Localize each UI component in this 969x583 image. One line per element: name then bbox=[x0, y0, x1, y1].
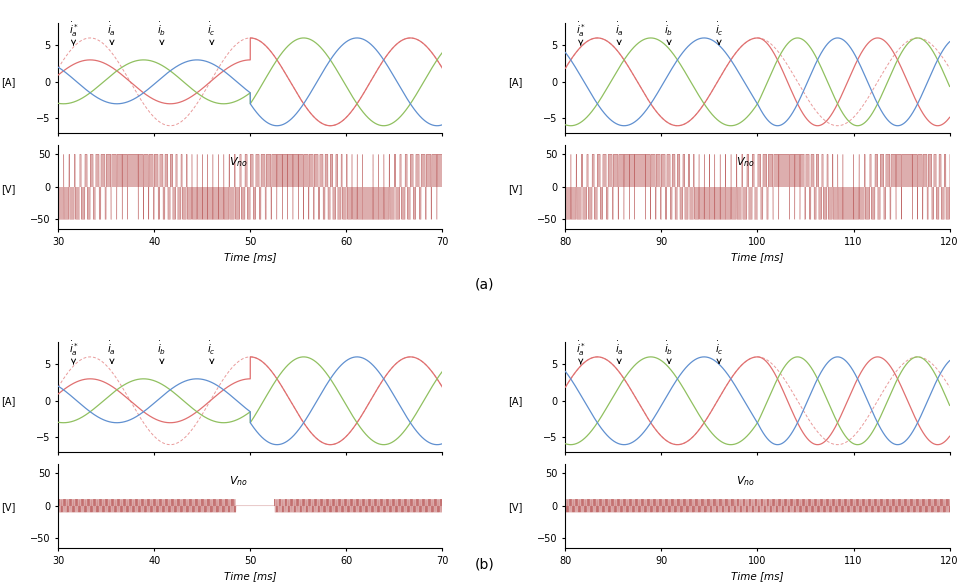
Text: $\mathit{\dot{i}_a^*}$: $\mathit{\dot{i}_a^*}$ bbox=[576, 340, 585, 364]
Y-axis label: [A]: [A] bbox=[508, 396, 522, 406]
Text: $\mathit{\dot{i}_b}$: $\mathit{\dot{i}_b}$ bbox=[665, 21, 673, 44]
Text: $\mathit{\dot{i}_c}$: $\mathit{\dot{i}_c}$ bbox=[714, 340, 724, 363]
Y-axis label: [V]: [V] bbox=[1, 503, 16, 512]
Y-axis label: [V]: [V] bbox=[1, 184, 16, 194]
Text: $\mathit{\dot{i}_a}$: $\mathit{\dot{i}_a}$ bbox=[108, 21, 116, 44]
Y-axis label: [V]: [V] bbox=[508, 503, 522, 512]
Text: $\mathit{V_{no}}$: $\mathit{V_{no}}$ bbox=[736, 155, 756, 168]
Text: (b): (b) bbox=[475, 557, 494, 571]
Y-axis label: [V]: [V] bbox=[508, 184, 522, 194]
X-axis label: Time [ms]: Time [ms] bbox=[224, 571, 276, 581]
Text: $\mathit{\dot{i}_a^*}$: $\mathit{\dot{i}_a^*}$ bbox=[576, 21, 585, 45]
Text: $\mathit{V_{no}}$: $\mathit{V_{no}}$ bbox=[230, 155, 248, 168]
Text: $\mathit{\dot{i}_a}$: $\mathit{\dot{i}_a}$ bbox=[614, 340, 624, 363]
X-axis label: Time [ms]: Time [ms] bbox=[224, 252, 276, 262]
Text: $\mathit{V_{no}}$: $\mathit{V_{no}}$ bbox=[230, 474, 248, 487]
Text: $\mathit{\dot{i}_a^*}$: $\mathit{\dot{i}_a^*}$ bbox=[69, 21, 78, 45]
X-axis label: Time [ms]: Time [ms] bbox=[732, 252, 784, 262]
Text: $\mathit{\dot{i}_a}$: $\mathit{\dot{i}_a}$ bbox=[108, 340, 116, 363]
Y-axis label: [A]: [A] bbox=[1, 77, 16, 87]
Text: (a): (a) bbox=[475, 278, 494, 292]
Text: $\mathit{\dot{i}_a^*}$: $\mathit{\dot{i}_a^*}$ bbox=[69, 340, 78, 364]
Text: $\mathit{\dot{i}_c}$: $\mathit{\dot{i}_c}$ bbox=[714, 21, 724, 44]
Text: $\mathit{\dot{i}_b}$: $\mathit{\dot{i}_b}$ bbox=[665, 340, 673, 363]
Y-axis label: [A]: [A] bbox=[1, 396, 16, 406]
Text: $\mathit{\dot{i}_c}$: $\mathit{\dot{i}_c}$ bbox=[207, 340, 216, 363]
Text: $\mathit{\dot{i}_b}$: $\mathit{\dot{i}_b}$ bbox=[157, 21, 167, 44]
Text: $\mathit{\dot{i}_b}$: $\mathit{\dot{i}_b}$ bbox=[157, 340, 167, 363]
Text: $\mathit{\dot{i}_c}$: $\mathit{\dot{i}_c}$ bbox=[207, 21, 216, 44]
Text: $\mathit{\dot{i}_a}$: $\mathit{\dot{i}_a}$ bbox=[614, 21, 624, 44]
Text: $\mathit{V_{no}}$: $\mathit{V_{no}}$ bbox=[736, 474, 756, 487]
X-axis label: Time [ms]: Time [ms] bbox=[732, 571, 784, 581]
Y-axis label: [A]: [A] bbox=[508, 77, 522, 87]
